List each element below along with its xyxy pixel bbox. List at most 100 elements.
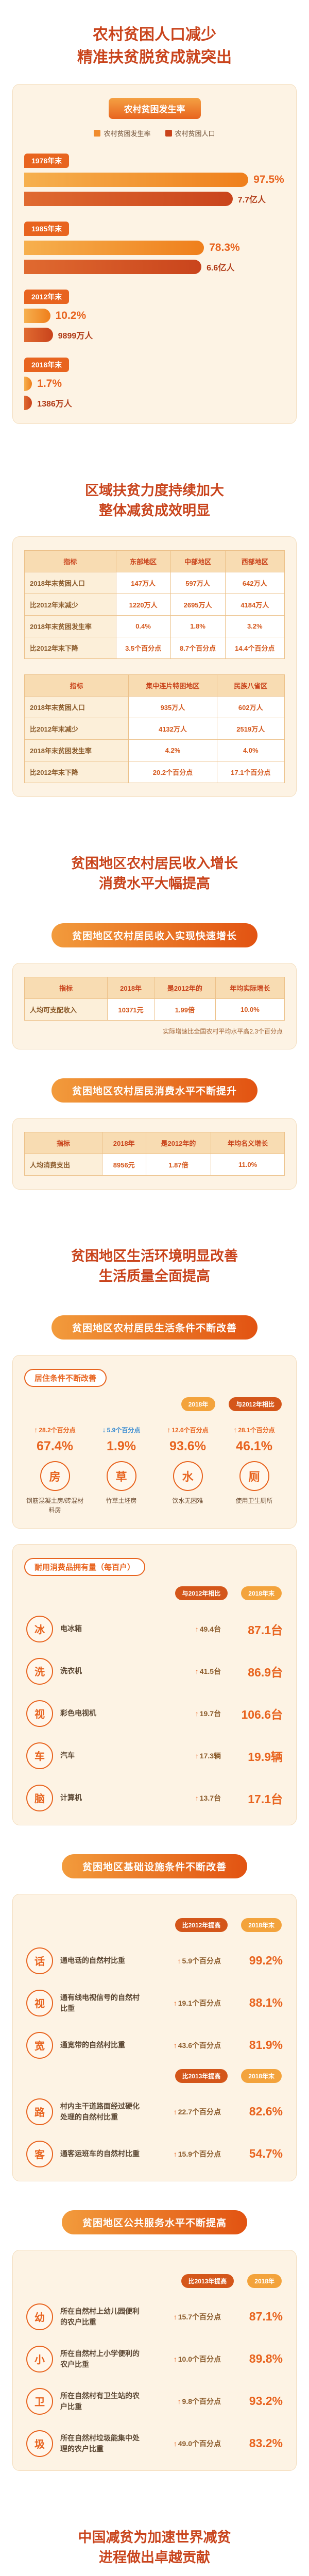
- col-header: 指标: [24, 674, 129, 697]
- delta-value: 15.9个百分点: [178, 2149, 221, 2158]
- rate-bar: [24, 309, 50, 323]
- cell: 4132万人: [128, 718, 217, 740]
- chip-compare: 比2013年提高: [181, 2274, 234, 2288]
- row-label: 所在自然村垃圾能集中处理的农户比重: [60, 2433, 140, 2453]
- infra-row-telephone: 话 通电话的自然村比重 ↑ 5.9个百分点 99.2%: [24, 1947, 285, 1974]
- up-arrow-icon: ↑: [173, 2354, 177, 2363]
- infra-row-road: 路 村内主干道路面经过硬化处理的自然村比重 ↑ 22.7个百分点 82.6%: [24, 2098, 285, 2125]
- cell: 935万人: [128, 696, 217, 719]
- table-row: 2018年末贫困人口 147万人 597万人 642万人: [24, 572, 285, 595]
- straw-hut-icon: 草: [106, 1461, 136, 1491]
- cell: 14.4个百分点: [225, 637, 285, 659]
- delta-value: 15.7个百分点: [178, 2312, 221, 2321]
- section-title-line2: 进程做出卓越贡献: [99, 2549, 210, 2565]
- table-row: 人均可支配收入 10371元 1.99倍 10.0%: [24, 998, 285, 1021]
- section-title-living: 贫困地区生活环境明显改善 生活质量全面提高: [0, 1246, 309, 1286]
- chip-compare: 与2012年相比: [175, 1586, 228, 1600]
- col-header: 指标: [24, 550, 116, 573]
- row-value: 99.2%: [249, 1954, 283, 1968]
- icon-glyph: 脑: [35, 1793, 45, 1805]
- up-arrow-icon: ↑: [173, 2107, 177, 2116]
- row-value: 17.1台: [248, 1792, 283, 1806]
- infrastructure-banner: 贫困地区基础设施条件不断改善: [61, 1854, 247, 1878]
- col-header: 东部地区: [115, 550, 171, 573]
- section-title-line1: 区域扶贫力度持续加大: [85, 483, 224, 498]
- icon-glyph: 洗: [35, 1667, 45, 1679]
- living-conditions-banner: 贫困地区农村居民生活条件不断改善: [51, 1315, 258, 1340]
- rate-swatch: [94, 130, 101, 137]
- icon-glyph: 厕: [248, 1470, 260, 1483]
- broadband-icon: 宽: [26, 2031, 53, 2059]
- cell: 1.87倍: [145, 1153, 212, 1176]
- infra-row-broadband: 宽 通宽带的自然村比重 ↑ 43.6个百分点 81.9%: [24, 2031, 285, 2059]
- row-delta: ↑ 49.0个百分点: [144, 2438, 221, 2449]
- housing-tag: 居住条件不断改善: [24, 1368, 107, 1387]
- housing-metric-brick: ↑ 28.2个百分点 67.4% 房 钢筋混凝土房/砖混材料房: [24, 1426, 85, 1515]
- poverty-chart-legend: 农村贫困发生率 农村贫困人口: [24, 128, 285, 138]
- row-label: 所在自然村有卫生站的农户比重: [60, 2391, 140, 2411]
- icon-glyph: 卫: [35, 2397, 45, 2409]
- row-value: 88.1%: [249, 1996, 283, 2010]
- infrastructure-panel: 比2012年提高 2018年末 话 通电话的自然村比重 ↑ 5.9个百分点 99.…: [12, 1893, 297, 2181]
- durables-tag: 耐用消费品拥有量（每百户）: [24, 1557, 146, 1576]
- row-label: 彩色电视机: [60, 1709, 96, 1718]
- kindergarten-icon: 幼: [26, 2303, 53, 2330]
- cell: 8.7个百分点: [170, 637, 226, 659]
- icon-glyph: 房: [49, 1470, 61, 1483]
- row-value: 82.6%: [249, 2105, 283, 2119]
- washing-machine-icon: 洗: [26, 1657, 53, 1685]
- metric-value: 93.6%: [169, 1438, 206, 1453]
- population-bar-row: 6.6亿人: [24, 260, 285, 274]
- col-header: 集中连片特困地区: [128, 674, 217, 697]
- row-label: 计算机: [60, 1793, 82, 1802]
- legend-item-rate: 农村贫困发生率: [94, 128, 151, 138]
- delta-value: 28.2个百分点: [39, 1426, 76, 1434]
- up-arrow-icon: ↑: [173, 2312, 177, 2321]
- row-delta: ↑ 17.3辆: [144, 1751, 221, 1761]
- population-value: 9899万人: [58, 332, 93, 341]
- cell: 2519万人: [216, 718, 285, 740]
- table-row: 2018年末贫困发生率 0.4% 1.8% 3.2%: [24, 615, 285, 638]
- row-label: 通宽带的自然村比重: [60, 2041, 125, 2049]
- population-bar: [24, 328, 53, 342]
- row-label: 人均可支配收入: [24, 998, 108, 1021]
- poverty-rate-panel: 农村贫困发生率 农村贫困发生率 农村贫困人口 1978年末 97.5% 7.7亿…: [12, 84, 297, 424]
- car-icon: 车: [26, 1742, 53, 1769]
- row-value: 93.2%: [249, 2394, 283, 2408]
- delta-value: 49.0个百分点: [178, 2439, 221, 2448]
- special-areas-table: 指标 集中连片特困地区 民族八省区 2018年末贫困人口 935万人 602万人…: [24, 674, 285, 784]
- primary-school-icon: 小: [26, 2345, 53, 2372]
- up-arrow-icon: ↑: [173, 1998, 177, 2007]
- water-drop-icon: 水: [173, 1461, 203, 1491]
- cable-tv-icon: 视: [26, 1989, 53, 2016]
- row-label: 通有线电视信号的自然村比重: [60, 1993, 140, 2012]
- region-table: 指标 东部地区 中部地区 西部地区 2018年末贫困人口 147万人 597万人…: [24, 550, 285, 659]
- population-bar-row: 7.7亿人: [24, 192, 285, 206]
- year-chip: 1978年末: [24, 154, 70, 168]
- population-bar: [24, 192, 233, 206]
- cell: 4184万人: [225, 594, 285, 616]
- durable-row-computer: 脑 计算机 ↑ 13.7台 17.1台: [24, 1784, 285, 1811]
- row-value: 81.9%: [249, 2038, 283, 2052]
- telephone-icon: 话: [26, 1947, 53, 1974]
- cell: 597万人: [170, 572, 226, 595]
- metric-value: 67.4%: [37, 1438, 73, 1453]
- chip-2018: 2018年末: [241, 1586, 282, 1600]
- toilet-icon: 厕: [239, 1461, 269, 1491]
- durable-row-washer: 洗 洗衣机 ↑ 41.5台 86.9台: [24, 1657, 285, 1685]
- housing-metric-grid: ↑ 28.2个百分点 67.4% 房 钢筋混凝土房/砖混材料房 ↓ 5.9个百分点 …: [24, 1426, 285, 1515]
- population-value: 6.6亿人: [207, 264, 235, 273]
- cell: 3.5个百分点: [115, 637, 171, 659]
- durable-row-fridge: 冰 电冰箱 ↑ 49.4台 87.1台: [24, 1615, 285, 1642]
- up-arrow-icon: ↑: [195, 1751, 199, 1760]
- up-arrow-icon: ↑: [233, 1425, 237, 1434]
- delta-value: 28.1个百分点: [238, 1426, 275, 1434]
- house-icon: 房: [40, 1461, 70, 1491]
- year-chip: 2018年末: [24, 358, 70, 372]
- row-label: 村内主干道路面经过硬化处理的自然村比重: [60, 2102, 140, 2121]
- icon-glyph: 水: [182, 1470, 194, 1483]
- delta-value: 19.7台: [199, 1709, 221, 1718]
- delta-value: 10.0个百分点: [178, 2354, 221, 2363]
- public-services-panel: 比2013年提高 2018年 幼 所在自然村上幼儿园便利的农户比重 ↑ 15.7个…: [12, 2249, 297, 2471]
